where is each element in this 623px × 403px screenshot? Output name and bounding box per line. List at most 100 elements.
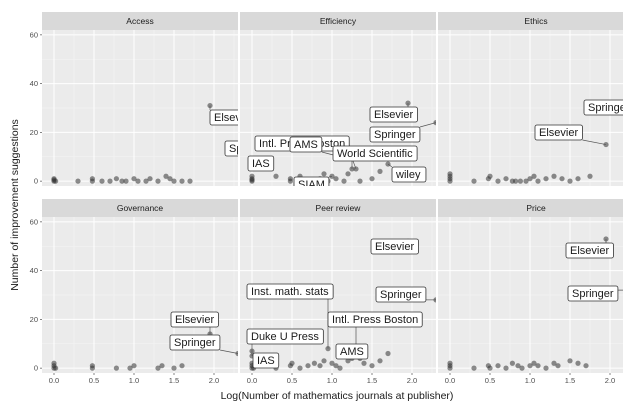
x-tick-label: 0.0 [49, 376, 59, 385]
data-point [143, 178, 149, 184]
data-label: IAS [252, 158, 270, 170]
data-label: Springer [380, 289, 422, 301]
data-label: Springer [229, 143, 271, 155]
data-point [147, 176, 153, 182]
data-point [249, 177, 255, 183]
data-point [559, 176, 565, 182]
data-point [131, 363, 137, 369]
label-leader [582, 139, 607, 145]
facet-title: Price [526, 203, 546, 213]
data-point [321, 171, 327, 177]
data-point [89, 176, 95, 182]
data-point [113, 365, 119, 371]
y-tick-label: 40 [30, 79, 38, 88]
data-point [567, 178, 573, 184]
facet-title: Peer review [316, 203, 362, 213]
y-axis-title: Number of improvement suggestions [9, 119, 21, 291]
data-point [531, 173, 537, 179]
data-point [99, 178, 105, 184]
data-point [503, 365, 509, 371]
data-point [527, 176, 533, 182]
data-point [567, 358, 573, 364]
data-point [487, 365, 493, 371]
label-box [246, 283, 334, 300]
data-point [341, 178, 347, 184]
data-point [179, 363, 185, 369]
data-point [249, 173, 255, 179]
data-label: Inst. math. stats [251, 286, 329, 298]
data-point [53, 365, 59, 371]
x-tick-label: 2.0 [605, 376, 615, 385]
facet-title: Governance [117, 203, 164, 213]
label-box [252, 352, 280, 369]
data-point [535, 178, 541, 184]
data-point [513, 178, 519, 184]
label-box [247, 155, 275, 172]
y-tick-label: 20 [30, 315, 38, 324]
label-box [335, 343, 369, 360]
data-point [119, 178, 125, 184]
facet-title: Ethics [524, 16, 547, 26]
data-point [583, 363, 589, 369]
data-point [509, 360, 515, 366]
data-point [311, 360, 317, 366]
data-label: Springer [572, 288, 614, 300]
data-point [385, 350, 391, 357]
data-point [361, 360, 367, 366]
facet-strip [240, 12, 436, 30]
facet-strip [438, 12, 623, 30]
data-point [345, 358, 351, 364]
data-point [543, 176, 549, 182]
data-point [89, 363, 95, 369]
facet-strip [42, 199, 238, 217]
label-box [534, 124, 583, 141]
data-point [369, 176, 375, 182]
data-point [75, 178, 81, 184]
label-box [246, 328, 324, 345]
data-point [551, 173, 557, 179]
data-label: Elsevier [374, 109, 413, 121]
data-point [535, 363, 541, 369]
data-point [555, 363, 561, 369]
data-point [447, 360, 453, 366]
data-point [53, 178, 59, 184]
y-tick-label: 60 [30, 30, 38, 39]
data-label: AMS [340, 346, 364, 358]
facet-strip [240, 199, 436, 217]
data-point [297, 365, 303, 371]
data-label: SIAM [298, 179, 325, 191]
data-point [515, 363, 521, 369]
x-tick-label: 2.0 [407, 376, 417, 385]
data-label: wiley [395, 169, 421, 181]
data-point [527, 363, 533, 369]
data-label: Elsevier [214, 112, 253, 124]
data-point [575, 360, 581, 366]
data-point [159, 363, 165, 369]
x-tick-label: 1.5 [367, 376, 377, 385]
data-label: World Scientific [337, 148, 413, 160]
data-point [321, 358, 327, 364]
data-point [289, 360, 295, 366]
x-tick-label: 0.0 [247, 376, 257, 385]
data-point [503, 176, 509, 182]
data-label: IAS [257, 355, 275, 367]
data-point [329, 360, 335, 366]
label-box [369, 106, 418, 123]
data-point [333, 363, 339, 369]
data-label: Springer [174, 337, 216, 349]
label-box [169, 334, 221, 351]
data-point [337, 365, 343, 371]
x-tick-label: 1.0 [525, 376, 535, 385]
label-box [293, 176, 330, 186]
data-point [155, 178, 161, 184]
label-box [369, 126, 421, 143]
label-box [332, 145, 418, 162]
data-point [107, 178, 113, 184]
y-tick-label: 40 [30, 266, 38, 275]
x-tick-label: 0.5 [287, 376, 297, 385]
data-point [179, 178, 185, 184]
data-point [517, 178, 524, 184]
data-label: AMS [294, 139, 318, 151]
